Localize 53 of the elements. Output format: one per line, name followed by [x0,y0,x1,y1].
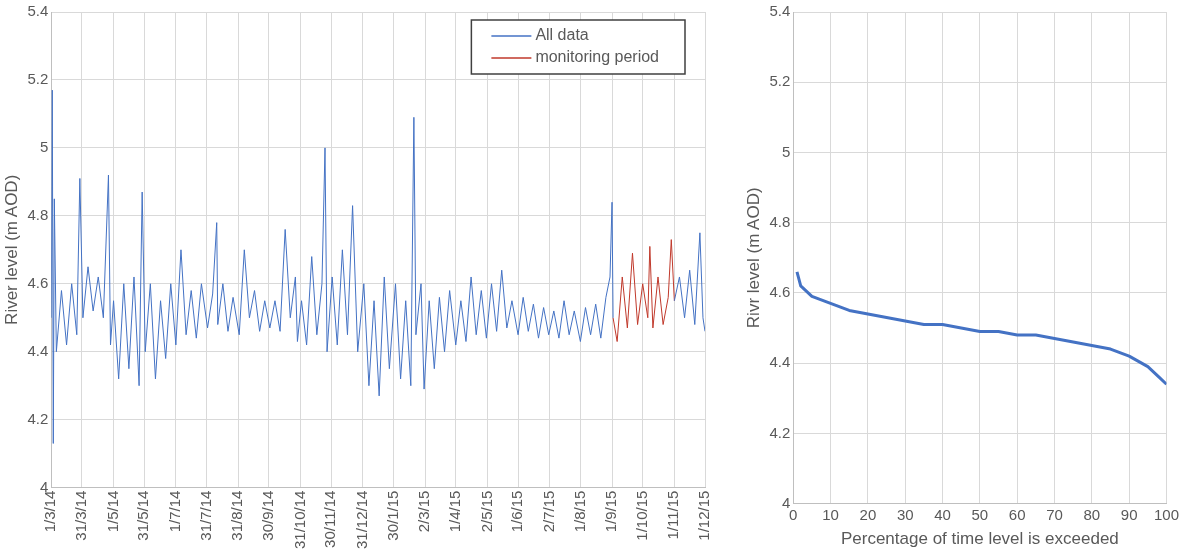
x-tick-label: 31/12/14 [352,490,370,549]
x-tick-label: 1/10/15 [632,490,650,541]
x-tick-label: 31/3/14 [72,490,90,541]
x-tick-label: 1/5/14 [103,490,121,533]
x-tick-label: 20 [859,505,877,523]
x-tick-label: 90 [1120,505,1138,523]
y-axis-title: River level (m AOD) [1,174,21,325]
y-tick-label: 4.6 [769,283,791,301]
x-tick-label: 80 [1083,505,1101,523]
x-tick-label: 2/5/15 [477,490,495,533]
legend-label: monitoring period [535,48,659,66]
x-tick-label: 31/10/14 [290,490,308,549]
x-tick-label: 1/8/15 [570,490,588,533]
x-tick-label: 1/3/14 [41,490,59,533]
x-axis-title: Percentage of time level is exceeded [840,529,1119,549]
x-tick-label: 1/6/15 [508,490,526,533]
x-tick-label: 10 [822,505,839,523]
y-tick-label: 4.4 [769,353,791,371]
x-tick-label: 2/3/15 [415,490,433,533]
x-tick-label: 60 [1008,505,1026,523]
x-tick-label: 30/1/15 [383,490,401,541]
x-tick-label: 30/11/14 [321,490,339,548]
y-tick-label: 4.8 [27,205,49,223]
x-tick-label: 1/11/15 [664,490,682,540]
x-tick-label: 70 [1046,505,1063,523]
y-axis-title: Rivr level (m AOD) [743,187,763,329]
y-tick-label: 4.2 [27,409,49,427]
x-tick-label: 30/9/14 [258,490,276,541]
x-tick-label: 1/12/15 [695,490,713,541]
x-tick-label: 0 [789,505,798,523]
y-tick-label: 5.4 [769,2,791,20]
x-tick-label: 2/7/15 [539,490,557,533]
x-tick-label: 50 [971,505,989,523]
y-tick-label: 5.2 [27,70,49,88]
y-tick-label: 4.2 [769,423,791,441]
y-tick-label: 5.4 [27,2,49,20]
legend-label: All data [535,26,589,44]
y-tick-label: 5 [39,138,49,156]
x-tick-label: 1/4/15 [445,490,463,533]
x-tick-label: 1/9/15 [602,490,620,533]
x-tick-label: 31/8/14 [228,490,246,541]
y-tick-label: 5 [781,142,791,160]
y-tick-label: 4.4 [27,341,49,359]
x-tick-label: 31/5/14 [134,490,152,541]
y-tick-label: 4.6 [27,273,49,291]
y-tick-label: 5.2 [769,72,791,90]
y-tick-label: 4 [781,493,791,511]
x-tick-label: 1/7/14 [166,490,184,533]
x-tick-label: 100 [1153,505,1179,523]
x-tick-label: 40 [934,505,951,523]
x-tick-label: 31/7/14 [196,490,214,541]
y-tick-label: 4.8 [769,212,791,230]
x-tick-label: 30 [896,505,914,523]
